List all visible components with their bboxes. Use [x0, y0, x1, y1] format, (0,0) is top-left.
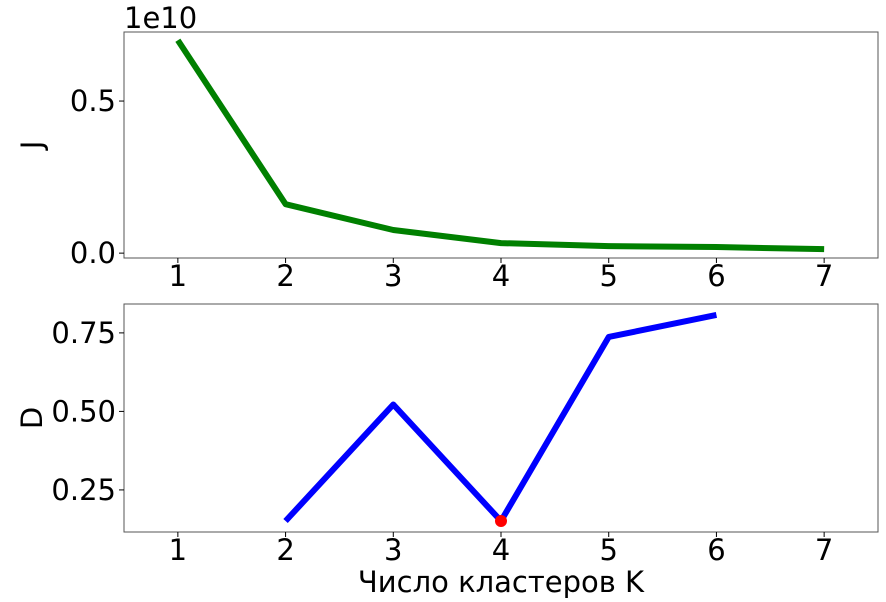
x-tick-label: 7 — [815, 533, 833, 567]
highlight-point — [495, 515, 507, 528]
y-tick-label: 0.75 — [51, 316, 116, 350]
y-tick-label: 0.25 — [51, 473, 116, 507]
x-tick-label: 4 — [492, 533, 510, 567]
y-tick-label: 0.50 — [51, 394, 116, 428]
x-tick-label: 2 — [276, 533, 294, 567]
y-axis-label: D — [15, 407, 49, 429]
plot-frame — [123, 31, 879, 259]
x-tick-label: 5 — [599, 533, 617, 567]
x-tick-label: 3 — [384, 259, 402, 293]
data-line — [175, 38, 825, 253]
y-tick-label: 0.0 — [70, 236, 116, 270]
y-axis-label: J — [15, 141, 49, 152]
x-tick-label: 6 — [707, 259, 725, 293]
x-tick-label: 7 — [815, 259, 833, 293]
x-tick-label: 6 — [707, 533, 725, 567]
x-tick-label: 1 — [169, 259, 187, 293]
plot-frame — [123, 303, 879, 533]
x-tick-label: 5 — [599, 259, 617, 293]
offset-text: 1e10 — [124, 1, 197, 35]
x-tick-label: 3 — [384, 533, 402, 567]
x-axis-label: Число кластеров K — [358, 565, 645, 598]
data-line — [283, 312, 718, 525]
x-tick-label: 4 — [492, 259, 510, 293]
x-tick-label: 2 — [276, 259, 294, 293]
x-tick-label: 1 — [169, 533, 187, 567]
y-tick-label: 0.5 — [70, 84, 116, 118]
